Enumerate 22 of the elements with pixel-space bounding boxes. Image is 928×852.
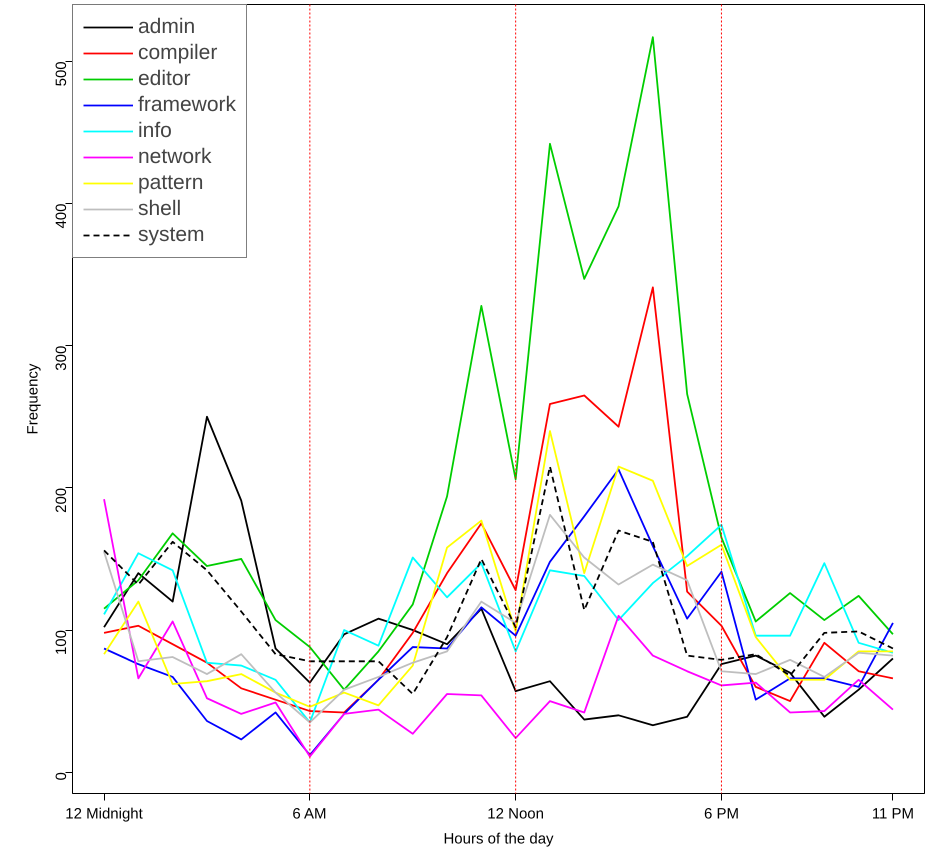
- legend-label: admin: [138, 15, 196, 39]
- y-tick-label: 0: [53, 772, 70, 781]
- legend-label: pattern: [138, 171, 204, 195]
- y-tick-label: 100: [53, 630, 70, 656]
- legend-label: network: [138, 145, 212, 169]
- y-axis-title: Frequency: [24, 363, 42, 434]
- y-tick-label: 200: [53, 488, 70, 513]
- legend-label: info: [138, 119, 172, 143]
- legend-label: compiler: [138, 41, 218, 65]
- x-tick-label: 12 Midnight: [65, 806, 144, 822]
- y-tick-label: 300: [53, 346, 70, 371]
- x-tick-label: 6 PM: [704, 806, 739, 822]
- legend-label: shell: [138, 197, 182, 221]
- x-tick-label: 6 AM: [292, 806, 327, 822]
- y-tick-label: 500: [53, 61, 70, 86]
- x-tick-label: 12 Noon: [487, 806, 544, 822]
- legend-label: framework: [138, 93, 236, 117]
- y-tick-label: 400: [53, 204, 70, 229]
- legend-label: editor: [138, 67, 191, 91]
- legend-label: system: [138, 223, 205, 247]
- x-axis-title: Hours of the day: [443, 830, 554, 848]
- x-tick-label: 11 PM: [872, 806, 914, 822]
